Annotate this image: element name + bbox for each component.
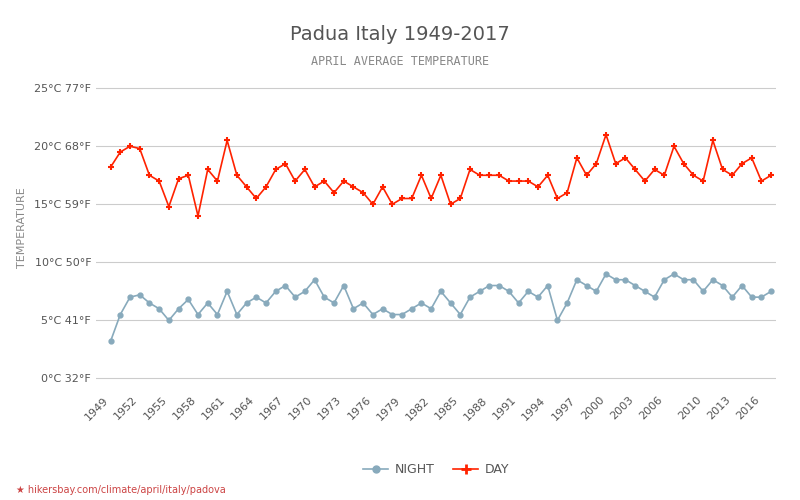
Text: ★ hikersbay.com/climate/april/italy/padova: ★ hikersbay.com/climate/april/italy/pado… — [16, 485, 226, 495]
Text: Padua Italy 1949-2017: Padua Italy 1949-2017 — [290, 25, 510, 44]
Legend: NIGHT, DAY: NIGHT, DAY — [358, 458, 514, 481]
Y-axis label: TEMPERATURE: TEMPERATURE — [17, 187, 27, 268]
Text: APRIL AVERAGE TEMPERATURE: APRIL AVERAGE TEMPERATURE — [311, 55, 489, 68]
